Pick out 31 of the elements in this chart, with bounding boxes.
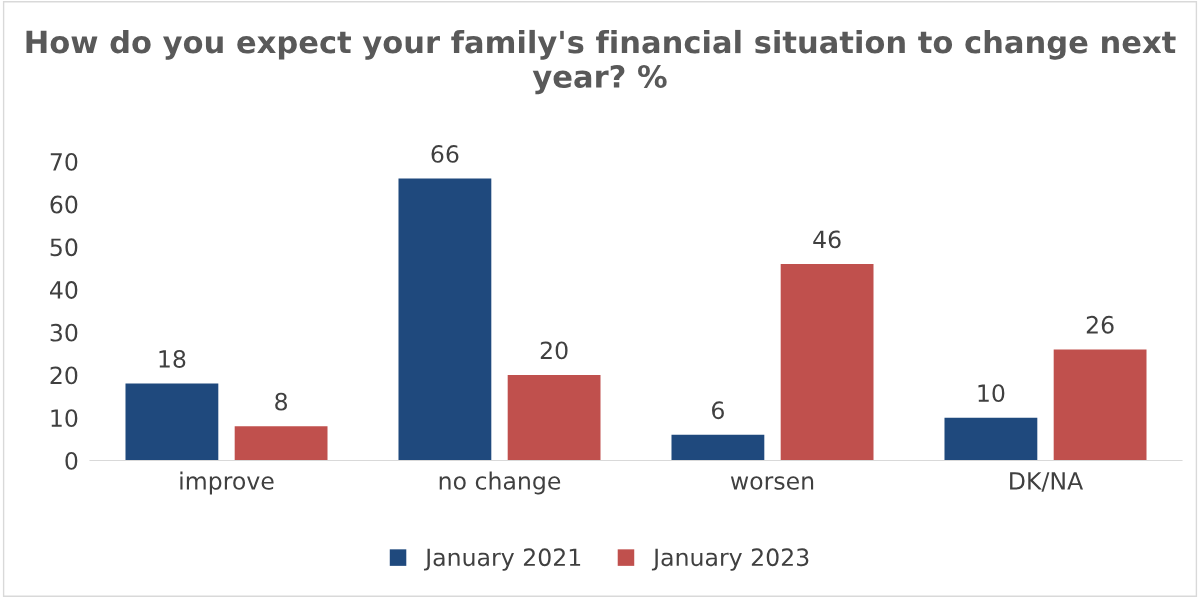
x-tick-label: DK/NA bbox=[1010, 472, 1084, 492]
bar bbox=[780, 263, 874, 461]
y-tick-label: 60 bbox=[50, 195, 78, 214]
data-label: 46 bbox=[813, 230, 841, 249]
data-label: 26 bbox=[1086, 315, 1114, 334]
bar bbox=[944, 417, 1038, 461]
y-tick-label: 0 bbox=[65, 451, 78, 470]
x-tick-label: no change bbox=[439, 471, 561, 495]
data-label: 8 bbox=[275, 392, 287, 411]
y-tick-label: 20 bbox=[50, 366, 78, 385]
chart-title: How do you expect your family's financial situation to change next year? % bbox=[26, 29, 1176, 95]
data-label: 10 bbox=[978, 384, 1005, 403]
bar bbox=[1053, 349, 1147, 461]
y-tick-label: 30 bbox=[50, 323, 78, 342]
y-tick-label: 70 bbox=[50, 152, 78, 171]
bar bbox=[671, 434, 765, 461]
data-label: 66 bbox=[431, 145, 459, 163]
bar bbox=[507, 375, 601, 461]
y-tick-label: 50 bbox=[50, 238, 78, 257]
y-tick-label: 40 bbox=[50, 281, 78, 299]
data-label: 20 bbox=[540, 341, 568, 360]
legend-label: January 2021 bbox=[423, 548, 581, 571]
data-label: 6 bbox=[712, 401, 724, 420]
bar bbox=[398, 178, 492, 461]
bar bbox=[234, 426, 328, 461]
x-tick-label: worsen bbox=[730, 476, 814, 490]
data-label: 18 bbox=[159, 350, 186, 368]
legend-label: January 2023 bbox=[651, 548, 809, 571]
bar bbox=[125, 383, 219, 461]
y-tick-label: 10 bbox=[51, 409, 78, 428]
x-tick-label: improve bbox=[180, 471, 274, 495]
